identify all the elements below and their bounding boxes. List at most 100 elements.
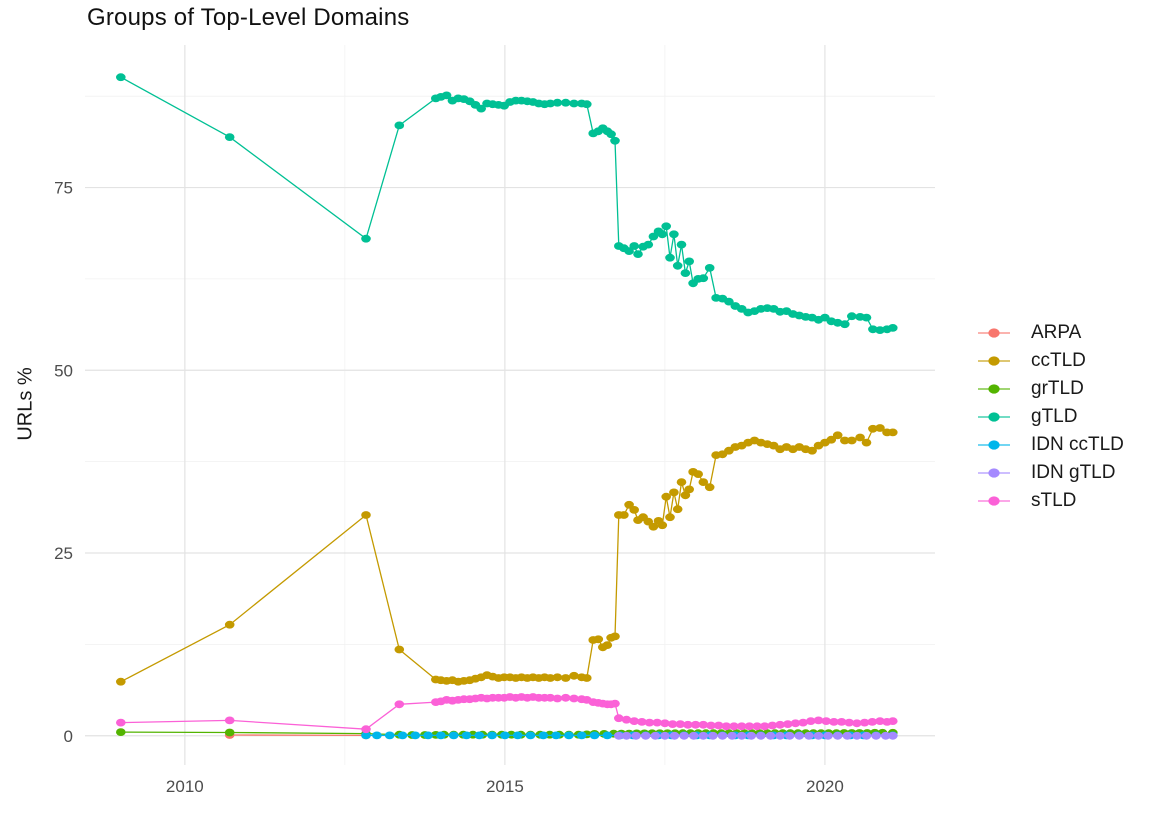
- series-point-cctld: [582, 674, 592, 682]
- legend-label: sTLD: [1031, 490, 1077, 511]
- series-point-stld: [836, 718, 847, 726]
- series-point-idn-gtld: [688, 731, 699, 740]
- series-point-stld: [888, 717, 898, 725]
- legend-key-icon: [978, 356, 1010, 366]
- legend-key-icon: [978, 440, 1010, 450]
- series-point-stld: [759, 722, 770, 731]
- series-point-idn-cctld: [410, 731, 421, 740]
- series-point-idn-cctld: [436, 731, 446, 740]
- series-point-gtld: [868, 325, 878, 334]
- series-point-cctld: [672, 505, 683, 514]
- series-point-gtld: [840, 320, 850, 329]
- series-point-cctld: [552, 673, 563, 682]
- series-point-stld: [852, 719, 862, 728]
- series-point-stld: [729, 722, 739, 731]
- series-point-gtld: [224, 133, 235, 142]
- series-point-gtld: [633, 250, 643, 258]
- series-point-gtld: [676, 240, 687, 249]
- series-point-stld: [683, 720, 693, 729]
- series-point-idn-gtld: [669, 731, 680, 740]
- series-point-cctld: [657, 521, 668, 530]
- series-point-stld: [637, 718, 647, 726]
- series-point-stld: [859, 718, 870, 727]
- series-point-idn-gtld: [784, 731, 795, 740]
- series-point-stld: [675, 720, 686, 728]
- legend: ARPA ccTLD grTLD gTLD IDN ccTLD IDN gTLD sTLD: [977, 319, 1124, 515]
- series-point-cctld: [545, 674, 556, 682]
- legend-key-icon: [978, 412, 1010, 422]
- legend-item-grtld: grTLD: [977, 375, 1124, 403]
- series-point-cctld: [875, 424, 885, 432]
- series-point-idn-gtld: [775, 731, 785, 740]
- series-line-gtld: [120, 76, 893, 331]
- series-point-idn-cctld: [551, 731, 561, 740]
- series-point-stld: [752, 722, 762, 731]
- series-point-stld: [867, 718, 878, 726]
- series-point-gtld: [552, 98, 563, 107]
- series-point-idn-gtld: [871, 731, 881, 740]
- series-point-stld: [116, 718, 126, 727]
- legend-item-idn-cctld: IDN ccTLD: [977, 431, 1124, 459]
- series-point-stld: [713, 721, 724, 730]
- series-point-idn-gtld: [842, 731, 853, 740]
- series-point-gtld: [560, 98, 571, 107]
- series-point-stld: [614, 714, 624, 723]
- series-point-stld: [875, 717, 885, 725]
- legend-item-gtld: gTLD: [977, 403, 1124, 431]
- legend-key-icon: [978, 496, 1010, 506]
- legend-key-icon: [978, 468, 1010, 478]
- series-point-gtld: [861, 313, 872, 322]
- series-point-stld: [844, 718, 854, 727]
- series-point-cctld: [665, 513, 675, 522]
- series-point-idn-gtld: [717, 731, 728, 740]
- series-point-cctld: [698, 478, 709, 486]
- series-point-grtld: [116, 728, 126, 736]
- series-point-gtld: [669, 230, 679, 239]
- series-point-gtld: [643, 240, 654, 249]
- y-tick-label: 0: [64, 727, 73, 746]
- legend-label: gTLD: [1031, 406, 1078, 427]
- y-tick-label: 75: [54, 179, 73, 198]
- series-point-idn-cctld: [461, 731, 472, 740]
- series-point-idn-cctld: [589, 731, 600, 740]
- legend-label: IDN ccTLD: [1031, 434, 1124, 455]
- series-point-cctld: [680, 491, 691, 500]
- legend-label: ccTLD: [1031, 350, 1086, 371]
- series-point-gtld: [394, 121, 405, 130]
- series-point-idn-cctld: [500, 731, 510, 740]
- series-point-stld: [629, 717, 639, 725]
- series-point-cctld: [619, 511, 629, 519]
- series-point-cctld: [868, 424, 878, 433]
- series-point-gtld: [545, 99, 556, 108]
- series-point-idn-cctld: [423, 731, 433, 740]
- series-point-idn-cctld: [512, 731, 523, 740]
- series-point-cctld: [684, 485, 694, 494]
- series-point-idn-gtld: [794, 731, 805, 740]
- legend-item-stld: sTLD: [977, 487, 1124, 515]
- series-point-cctld: [861, 438, 872, 447]
- series-point-cctld: [847, 436, 857, 445]
- series-point-cctld: [826, 435, 837, 444]
- series-point-idn-cctld: [474, 731, 485, 740]
- series-point-gtld: [361, 234, 371, 243]
- series-point-cctld: [855, 433, 865, 442]
- series-point-stld: [813, 716, 824, 725]
- series-point-cctld: [629, 506, 639, 514]
- series-point-cctld: [569, 671, 579, 680]
- series-point-idn-cctld: [538, 731, 549, 740]
- series-point-stld: [224, 716, 235, 725]
- legend-label: grTLD: [1031, 378, 1084, 399]
- series-point-idn-gtld: [746, 731, 757, 740]
- y-tick-label: 50: [54, 361, 73, 380]
- series-point-stld: [806, 717, 816, 725]
- series-point-cctld: [693, 470, 703, 478]
- series-point-cctld: [361, 511, 371, 519]
- series-point-idn-gtld: [888, 731, 898, 740]
- series-point-stld: [829, 718, 839, 726]
- series-point-gtld: [888, 324, 898, 332]
- series-point-cctld: [593, 635, 604, 644]
- series-point-idn-gtld: [756, 731, 766, 740]
- legend-item-idn-gtld: IDN gTLD: [977, 459, 1124, 487]
- series-point-grtld: [224, 728, 235, 737]
